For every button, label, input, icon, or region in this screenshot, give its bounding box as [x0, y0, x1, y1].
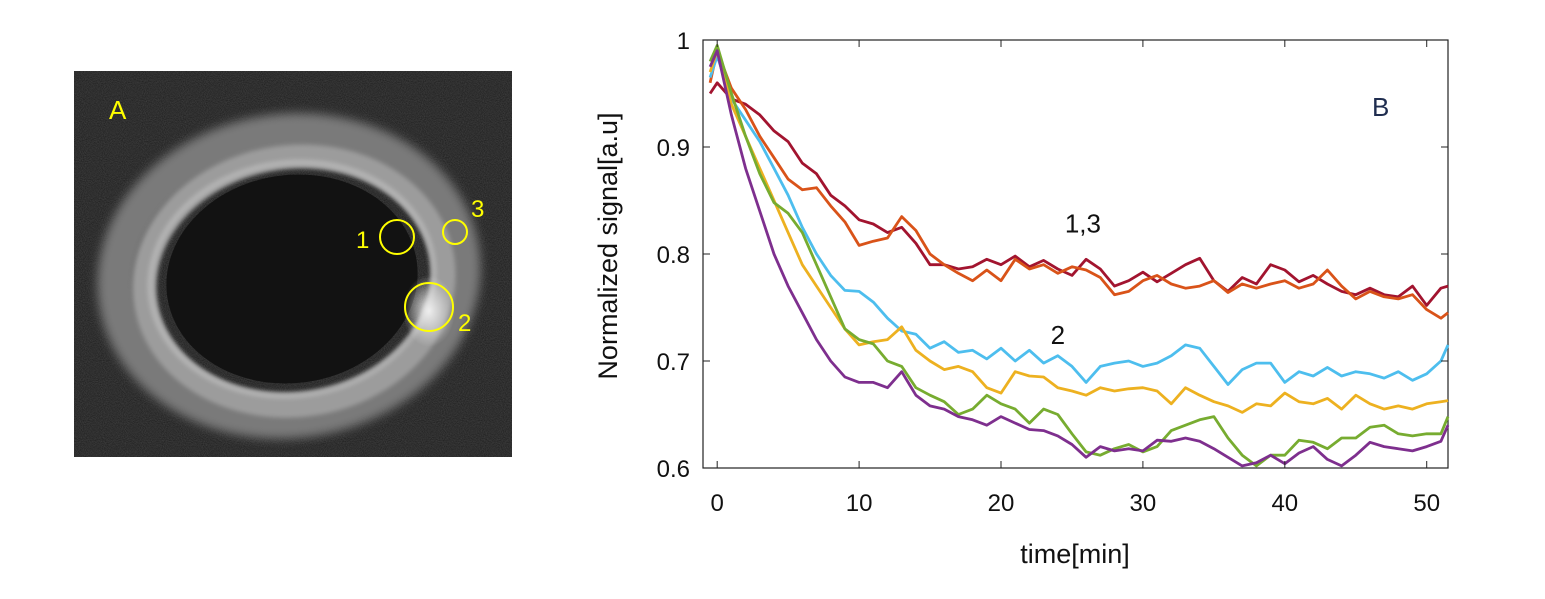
y-tick-label: 0.9: [657, 135, 690, 162]
roi-label-3: 3: [471, 196, 484, 223]
annotations: 1,32: [1051, 209, 1101, 350]
x-tick-label: 50: [1413, 490, 1440, 517]
roi-circle-1: [379, 219, 415, 255]
x-tick-label: 30: [1130, 490, 1157, 517]
plot-area: [702, 39, 1449, 469]
series-line-5: [708, 44, 1450, 468]
roi-circles: [379, 219, 468, 332]
x-axis-label: time[min]: [1020, 539, 1130, 569]
y-tick-label: 0.8: [657, 242, 690, 269]
mri-image-panel: A 1 2 3: [74, 71, 512, 457]
roi-label-2: 2: [458, 310, 471, 337]
series-line-6: [708, 49, 1450, 468]
y-axis-label: Normalized signal[a.u]: [593, 112, 623, 379]
series-line-4: [708, 49, 1449, 414]
y-tick-label: 1: [677, 28, 690, 55]
annotation-1: 1,3: [1065, 209, 1101, 239]
series-line-2: [708, 49, 1449, 320]
y-tick-label: 0.7: [657, 349, 690, 376]
x-tick-label: 10: [846, 490, 873, 517]
x-tick-label: 0: [711, 490, 724, 517]
series-line-3: [708, 54, 1450, 386]
y-tick-label: 0.6: [657, 456, 690, 483]
x-tick-label: 40: [1271, 490, 1298, 517]
roi-circle-3: [442, 219, 468, 245]
x-axis: 0 10 20 30 40 50: [711, 40, 1440, 517]
series-layer: [708, 44, 1450, 468]
roi-circle-2: [404, 282, 454, 332]
panel-letter-b: B: [1372, 92, 1389, 122]
x-tick-label: 20: [988, 490, 1015, 517]
annotation-2: 2: [1051, 320, 1065, 350]
panel-letter-a: A: [109, 95, 127, 125]
y-axis: 0.6 0.7 0.8 0.9 1: [657, 28, 1448, 483]
roi-label-1: 1: [356, 227, 369, 254]
tissue-ring: [97, 113, 481, 439]
